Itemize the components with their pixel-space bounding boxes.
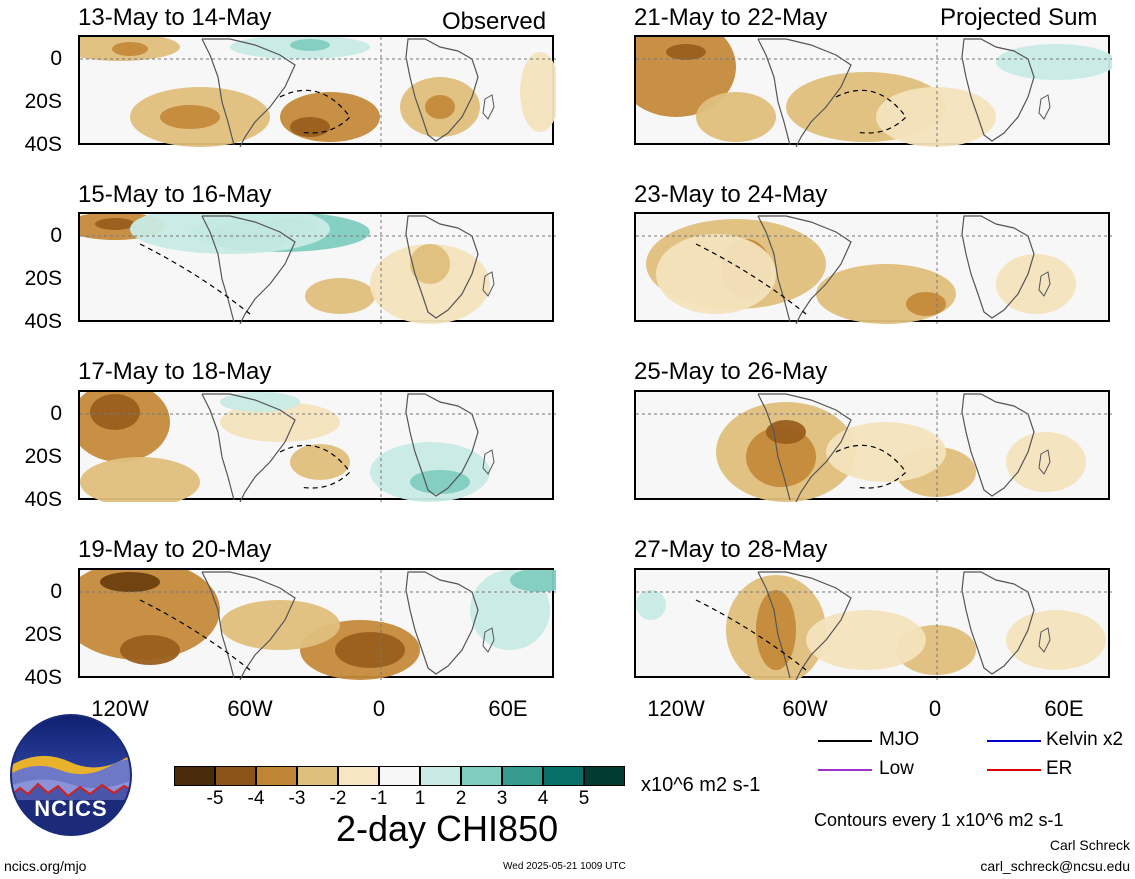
colorbar-box (461, 766, 502, 786)
colorbar-box (297, 766, 338, 786)
colorbar-box (420, 766, 461, 786)
ncics-logo: NCICS (10, 714, 132, 836)
colorbar-box (174, 766, 215, 786)
legend-label-er: ER (1046, 758, 1073, 779)
colorbar-box (256, 766, 297, 786)
y-tick-label: 40S (24, 488, 62, 511)
legend-label-mjo: MJO (879, 729, 920, 750)
colorbar-box (215, 766, 256, 786)
map-panel-obs-4 (78, 568, 556, 680)
y-tick-label: 20S (24, 445, 62, 468)
colorbar-box (584, 766, 625, 786)
panel-title: 17-May to 18-May (78, 358, 272, 385)
map-panel-proj-1 (634, 35, 1112, 147)
y-tick-label: 0 (50, 402, 62, 425)
contours-note: Contours every 1 x10^6 m2 s-1 (814, 810, 1064, 830)
logo-text: NCICS (34, 796, 108, 821)
colorbar-label: -3 (288, 788, 306, 809)
x-tick-label: 120W (91, 696, 149, 721)
y-tick-label: 20S (24, 90, 62, 113)
panel-title: 27-May to 28-May (634, 536, 828, 563)
y-tick-label: 0 (50, 47, 62, 70)
x-tick-label: 0 (372, 696, 386, 721)
colorbar-label: 1 (414, 788, 426, 809)
website-link[interactable]: ncics.org/mjo (4, 858, 87, 874)
y-tick-label: 40S (24, 133, 62, 156)
panel-title: 25-May to 26-May (634, 358, 828, 385)
author: Carl Schreck (1049, 837, 1130, 853)
units-label: x10^6 m2 s-1 (641, 774, 761, 796)
map-panel-obs-2 (78, 212, 556, 324)
colorbar-box (379, 766, 420, 786)
timestamp: Wed 2025-05-21 1009 UTC (503, 861, 626, 872)
panel-title: 21-May to 22-May (634, 4, 828, 31)
colorbar-label: -1 (370, 788, 388, 809)
colorbar-box (543, 766, 584, 786)
x-tick-label: 120W (647, 696, 705, 721)
colorbar-label: -2 (329, 788, 347, 809)
colorbar-label: 2 (455, 788, 467, 809)
colorbar-label: 4 (537, 788, 549, 809)
colorbar-box (338, 766, 379, 786)
x-tick-label: 60E (488, 696, 528, 721)
x-tick-label: 0 (928, 696, 942, 721)
colorbar-label: -5 (206, 788, 224, 809)
panel-title: 15-May to 16-May (78, 181, 272, 208)
map-panel-proj-4 (634, 568, 1112, 680)
email: carl_schreck@ncsu.edu (980, 858, 1130, 874)
colorbar-label: 5 (578, 788, 590, 809)
map-panel-proj-3 (634, 390, 1112, 502)
panel-title: 13-May to 14-May (78, 4, 272, 31)
legend-line-mjo (818, 740, 872, 742)
projected-label: Projected Sum (940, 4, 1098, 31)
y-tick-label: 0 (50, 580, 62, 603)
observed-label: Observed (442, 8, 547, 35)
x-tick-label: 60E (1044, 696, 1084, 721)
x-tick-label: 60W (227, 696, 273, 721)
map-panel-obs-3 (78, 390, 556, 502)
legend-label-low: Low (879, 758, 914, 779)
y-tick-label: 40S (24, 310, 62, 333)
y-tick-label: 40S (24, 666, 62, 689)
colorbar-label: -4 (247, 788, 265, 809)
y-tick-label: 0 (50, 224, 62, 247)
map-panel-obs-1 (78, 35, 556, 147)
panel-title: 19-May to 20-May (78, 536, 272, 563)
x-tick-label: 60W (782, 696, 828, 721)
y-tick-label: 20S (24, 267, 62, 290)
map-panel-proj-2 (634, 212, 1112, 324)
panel-title: 23-May to 24-May (634, 181, 828, 208)
legend-line-kelvin (987, 740, 1041, 742)
y-tick-label: 20S (24, 623, 62, 646)
legend-line-low (818, 769, 872, 771)
legend-label-kelvin: Kelvin x2 (1046, 729, 1124, 750)
colorbar-label: 3 (496, 788, 508, 809)
chart-title: 2-day CHI850 (336, 808, 559, 849)
legend-line-er (987, 769, 1041, 771)
colorbar-box (502, 766, 543, 786)
